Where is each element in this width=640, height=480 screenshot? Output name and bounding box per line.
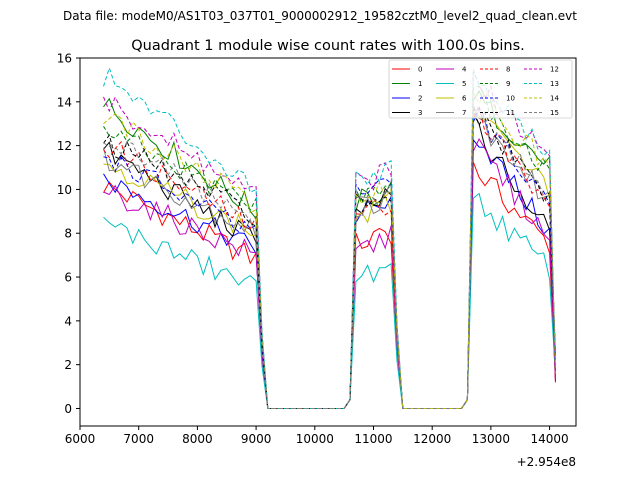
y-tick-label: 14 [57, 95, 72, 109]
legend-label-2: 2 [418, 95, 422, 103]
legend-label-1: 1 [418, 80, 422, 88]
y-tick-label: 16 [57, 52, 72, 66]
legend-label-7: 7 [462, 109, 466, 117]
legend-label-9: 9 [506, 80, 510, 88]
legend-label-11: 11 [506, 109, 515, 117]
x-tick-label: 6000 [65, 432, 96, 446]
y-tick-label: 0 [64, 402, 72, 416]
legend-label-5: 5 [462, 80, 466, 88]
legend-label-8: 8 [506, 66, 510, 74]
y-tick-label: 8 [64, 227, 72, 241]
series-line-15 [103, 104, 556, 409]
x-tick-label: 9000 [241, 432, 272, 446]
plot-frame [79, 57, 577, 427]
x-offset-label: +2.954e8 [517, 455, 576, 469]
y-tick-label: 4 [64, 314, 72, 328]
legend-label-6: 6 [462, 95, 467, 103]
series-line-10 [103, 107, 556, 409]
x-tick-label: 11000 [354, 432, 392, 446]
y-axis: 0 2 4 6 8 10 12 14 16 [57, 52, 80, 416]
y-tick-label: 12 [57, 139, 72, 153]
chart-title: Quadrant 1 module wise count rates with … [131, 38, 525, 54]
legend-label-3: 3 [418, 109, 422, 117]
x-tick-label: 13000 [472, 432, 510, 446]
legend-label-12: 12 [550, 66, 559, 74]
legend-label-4: 4 [462, 66, 467, 74]
y-tick-label: 2 [64, 358, 72, 372]
series-line-9 [103, 85, 556, 409]
legend-label-15: 15 [550, 109, 559, 117]
y-tick-label: 6 [64, 271, 72, 285]
x-tick-label: 7000 [123, 432, 154, 446]
x-tick-label: 14000 [530, 432, 568, 446]
y-tick-label: 10 [57, 183, 72, 197]
x-tick-label: 12000 [413, 432, 451, 446]
series-layer [103, 66, 556, 409]
legend-label-13: 13 [550, 80, 559, 88]
legend-label-10: 10 [506, 95, 515, 103]
x-tick-label: 10000 [296, 432, 334, 446]
legend-label-0: 0 [418, 66, 422, 74]
series-line-11 [103, 107, 556, 409]
legend-box [388, 59, 573, 119]
x-axis: 6000 7000 8000 9000 10000 11000 12000 13000 1400… [65, 426, 569, 446]
data-file-label: Data file: modeM0/AS1T03_037T01_90000029… [63, 9, 577, 23]
legend-label-14: 14 [550, 95, 559, 103]
x-tick-label: 8000 [182, 432, 213, 446]
